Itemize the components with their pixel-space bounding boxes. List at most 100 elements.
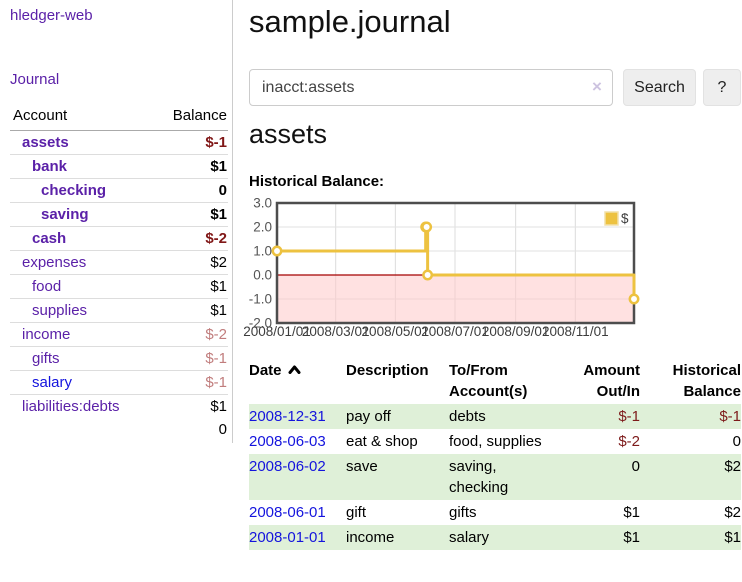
register-row: 2008-06-01 gift gifts $1 $2 — [249, 500, 741, 525]
account-row: gifts $-1 — [10, 346, 228, 371]
sidebar-account-link-bank[interactable]: bank — [32, 158, 68, 175]
account-row: assets $-1 — [10, 131, 228, 155]
svg-text:2008/07/01: 2008/07/01 — [421, 324, 489, 339]
register-amount-cell: $-1 — [618, 408, 640, 425]
account-name-cell: checking — [10, 178, 153, 203]
sidebar-account-link-salary[interactable]: salary — [32, 374, 73, 391]
sidebar-account-link-gifts[interactable]: gifts — [32, 350, 60, 367]
account-balance: 0 — [152, 178, 228, 203]
search-input[interactable] — [249, 69, 613, 106]
svg-text:-2.0: -2.0 — [249, 316, 272, 331]
transaction-date-link[interactable]: 2008-01-01 — [249, 529, 326, 546]
svg-text:2008/05/01: 2008/05/01 — [362, 324, 430, 339]
account-row: supplies $1 — [10, 298, 228, 323]
register-header-row: Date Description To/From Account(s) Amount Ou… — [249, 358, 741, 404]
register-amount-cell: $1 — [623, 529, 640, 546]
sidebar-account-link-cash[interactable]: cash — [32, 230, 67, 247]
register-table-body: 2008-12-31 pay off debts $-1 $-1 2008-06-03 ea… — [249, 404, 741, 550]
account-balance: $-1 — [205, 134, 227, 151]
search-button[interactable]: Search — [623, 69, 696, 106]
account-balance: $1 — [152, 202, 228, 227]
transaction-date-link[interactable]: 2008-06-03 — [249, 433, 326, 450]
svg-text:2.0: 2.0 — [253, 220, 272, 235]
register-description-cell: income — [346, 529, 395, 546]
account-name-cell: expenses — [10, 250, 153, 275]
account-row: food $1 — [10, 274, 228, 299]
brand-link[interactable]: hledger-web — [10, 7, 93, 24]
account-row: salary $-1 — [10, 370, 228, 395]
register-description-cell: pay off — [346, 408, 391, 425]
account-row: saving $1 — [10, 202, 228, 227]
register-col-historical: Historical Balance — [672, 362, 741, 400]
help-button[interactable]: ? — [703, 69, 741, 106]
sidebar-account-link-income[interactable]: income — [22, 326, 71, 343]
register-accounts-cell: food, supplies — [449, 433, 542, 450]
register-amount-cell: 0 — [631, 458, 640, 475]
transaction-date-link[interactable]: 2008-06-01 — [249, 504, 326, 521]
register-accounts-cell: salary — [449, 529, 490, 546]
sidebar-account-link-liabilities-debts[interactable]: liabilities:debts — [22, 398, 120, 415]
sidebar-account-link-food[interactable]: food — [32, 278, 62, 295]
register-description-cell: save — [346, 458, 378, 475]
register-date-cell: 2008-12-31 — [249, 404, 346, 429]
account-row: income $-2 — [10, 322, 228, 347]
clear-search-icon[interactable]: × — [592, 77, 602, 96]
accounts-header-row: Account Balance — [10, 104, 228, 131]
register-balance-cell: $2 — [724, 504, 741, 521]
register-col-date[interactable]: Date — [249, 358, 346, 404]
svg-text:2008/03/01: 2008/03/01 — [302, 324, 370, 339]
register-date-cell: 2008-06-02 — [249, 454, 346, 500]
account-name-cell: bank — [10, 154, 153, 179]
accounts-col-balance: Balance — [152, 104, 228, 131]
accounts-total-spacer — [10, 418, 152, 441]
sidebar-account-link-checking[interactable]: checking — [41, 182, 107, 199]
account-row: checking 0 — [10, 178, 228, 203]
sidebar-item-journal[interactable]: Journal — [10, 71, 60, 88]
svg-text:$: $ — [621, 211, 629, 226]
transaction-date-link[interactable]: 2008-06-02 — [249, 458, 326, 475]
register-accounts-cell: debts — [449, 408, 486, 425]
register-date-cell: 2008-06-01 — [249, 500, 346, 525]
account-balance: $1 — [152, 394, 228, 418]
register-description-cell: gift — [346, 504, 367, 521]
chart-svg: $3.0 2.0 1.0 0.0 -1.0 -2.02008/01/012008/03/0… — [243, 196, 640, 339]
svg-text:1.0: 1.0 — [253, 244, 272, 259]
register-date-cell: 2008-01-01 — [249, 525, 346, 550]
svg-text:2008/09/01: 2008/09/01 — [482, 324, 550, 339]
svg-text:0.0: 0.0 — [253, 268, 272, 283]
page-title: sample.journal — [249, 4, 451, 39]
register-balance-cell: $1 — [724, 529, 741, 546]
register-date-cell: 2008-06-03 — [249, 429, 346, 454]
sidebar-account-link-assets[interactable]: assets — [22, 134, 69, 151]
account-row: expenses $2 — [10, 250, 228, 275]
svg-text:2008/01/01: 2008/01/01 — [243, 324, 311, 339]
accounts-total-row: 0 — [10, 418, 228, 441]
sidebar: hledger-web Journal Account Balance asse… — [0, 0, 233, 443]
account-balance: $-1 — [152, 370, 228, 395]
register-amount-cell: $-2 — [618, 433, 640, 450]
main-content: sample.journal × Search ? assets Histori… — [243, 0, 742, 582]
account-name-cell: salary — [10, 370, 153, 395]
account-balance: $-1 — [152, 346, 228, 371]
search-form: × Search ? — [249, 69, 742, 106]
sidebar-account-link-expenses[interactable]: expenses — [22, 254, 87, 271]
svg-text:3.0: 3.0 — [253, 196, 272, 211]
transaction-date-link[interactable]: 2008-12-31 — [249, 408, 326, 425]
accounts-table-body: assets $-1 bank $1 checking 0 saving $1 cash $-2 e… — [10, 131, 228, 418]
account-balance: $2 — [152, 250, 228, 275]
register-table: Date Description To/From Account(s) Amount Ou… — [249, 358, 741, 550]
account-balance: $1 — [152, 274, 228, 299]
register-accounts-cell: saving, checking — [449, 458, 509, 496]
register-row: 2008-12-31 pay off debts $-1 $-1 — [249, 404, 741, 429]
sort-ascending-icon — [288, 365, 301, 374]
account-name-cell: income — [10, 322, 153, 347]
historical-balance-chart: $3.0 2.0 1.0 0.0 -1.0 -2.0 2008/01/01 2008/03/0… — [243, 196, 742, 342]
register-col-description: Description — [346, 362, 429, 379]
account-row: cash $-2 — [10, 226, 228, 251]
accounts-col-account: Account — [10, 104, 153, 131]
sidebar-account-link-supplies[interactable]: supplies — [32, 302, 88, 319]
register-balance-cell: $-1 — [719, 408, 741, 425]
sidebar-account-link-saving[interactable]: saving — [41, 206, 89, 223]
account-heading: assets — [249, 119, 328, 149]
svg-text:-1.0: -1.0 — [249, 292, 272, 307]
